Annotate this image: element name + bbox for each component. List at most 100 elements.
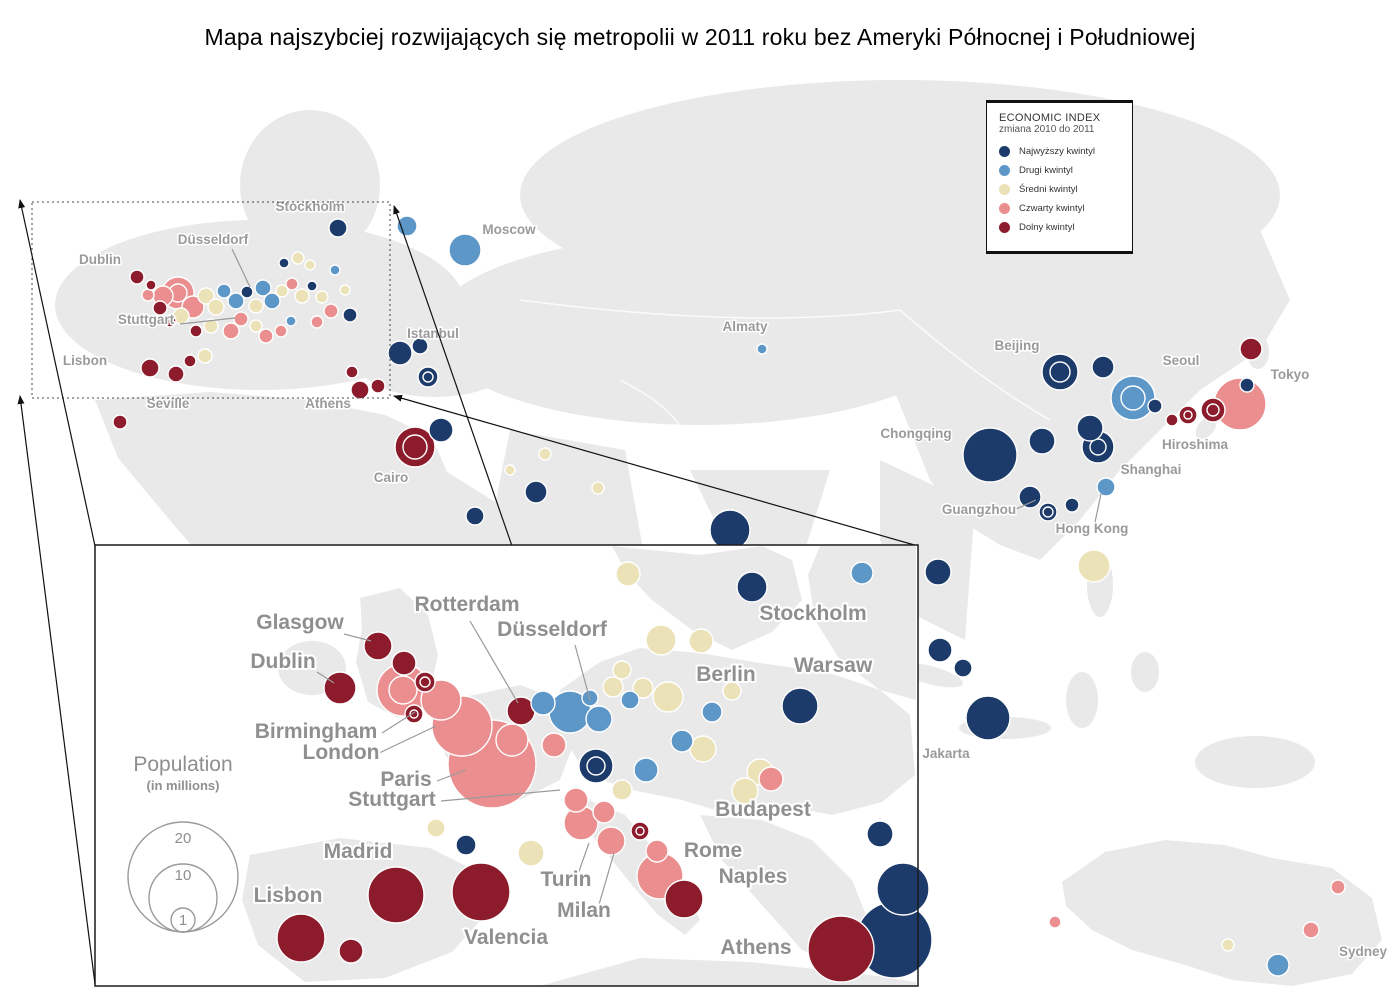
city-bubble xyxy=(391,650,417,676)
city-label: Düsseldorf xyxy=(497,618,608,641)
city-bubble xyxy=(387,340,413,366)
city-bubble xyxy=(189,324,203,338)
inset-bubbles xyxy=(276,561,933,983)
city-label: Almaty xyxy=(722,319,768,334)
city-bubble xyxy=(652,681,684,713)
city-label: Milan xyxy=(557,899,611,922)
city-bubble xyxy=(530,690,556,716)
city-bubble xyxy=(396,215,418,237)
label-leader-line xyxy=(381,711,416,734)
city-bubble xyxy=(275,284,289,298)
city-bubble xyxy=(323,671,357,705)
city-bubble xyxy=(370,378,386,394)
population-size-label: 1 xyxy=(179,912,187,929)
city-bubble xyxy=(1221,938,1235,952)
city-bubble xyxy=(1330,879,1346,895)
landmass-baltic-russia xyxy=(808,546,916,700)
city-label: Istanbul xyxy=(407,326,459,341)
legend-item-label: Dolny kwintyl xyxy=(1019,222,1075,233)
city-bubble xyxy=(167,365,185,383)
landmass-new-guinea xyxy=(1195,736,1315,788)
city-bubble xyxy=(233,311,249,327)
city-bubble xyxy=(339,284,351,296)
city-bubble xyxy=(736,571,768,603)
city-bubble xyxy=(285,277,299,291)
landmass-borneo xyxy=(1066,672,1098,728)
city-bubble-inner-ring xyxy=(635,826,645,836)
city-bubble xyxy=(591,481,605,495)
country-border xyxy=(619,379,692,471)
main-map-landmass xyxy=(55,80,1382,986)
city-bubble-inner-ring xyxy=(1183,410,1193,420)
label-leader-line xyxy=(436,769,467,782)
city-bubble xyxy=(338,938,364,964)
city-bubble-inner-ring xyxy=(409,709,419,719)
city-label: Jakarta xyxy=(922,746,970,761)
city-bubble xyxy=(342,307,358,323)
city-bubble xyxy=(310,315,324,329)
city-bubble xyxy=(254,279,272,297)
city-bubble xyxy=(612,660,632,680)
legend-item-label: Średni kwintyl xyxy=(1019,184,1078,195)
city-label: Warsaw xyxy=(794,654,873,677)
population-size-circle xyxy=(170,907,196,933)
city-bubble xyxy=(524,480,548,504)
legend-item: Dolny kwintyl xyxy=(999,222,1120,233)
city-bubble xyxy=(183,354,197,368)
city-bubble xyxy=(620,690,640,710)
city-bubble xyxy=(953,658,973,678)
population-size-label: 20 xyxy=(175,830,192,847)
city-bubble xyxy=(141,288,155,302)
city-bubble xyxy=(1018,485,1042,509)
city-bubble xyxy=(329,264,341,276)
city-label: Lisbon xyxy=(63,353,107,368)
city-bubble xyxy=(924,558,952,586)
landmass-sulawesi xyxy=(1131,652,1159,692)
city-bubble xyxy=(278,257,290,269)
city-bubble xyxy=(585,705,613,733)
label-leader-line xyxy=(440,789,561,802)
city-bubble xyxy=(758,766,784,792)
city-bubble xyxy=(285,315,297,327)
city-bubble-inner-ring xyxy=(419,676,431,688)
city-bubble xyxy=(240,285,254,299)
city-bubble xyxy=(216,283,232,299)
legend-subtitle: zmiana 2010 do 2011 xyxy=(999,124,1095,135)
city-bubble xyxy=(291,251,305,265)
city-bubble xyxy=(426,818,446,838)
city-label: Stuttgart xyxy=(348,788,436,811)
city-bubble xyxy=(1064,497,1080,513)
city-bubble xyxy=(615,561,641,587)
zoom-arrow-line xyxy=(17,395,96,985)
inset-box-border xyxy=(94,544,919,987)
zoom-source-rect xyxy=(31,201,391,399)
city-bubble xyxy=(363,631,393,661)
legend-item: Najwyższy kwintyl xyxy=(999,146,1120,157)
legend-color-dot xyxy=(999,203,1010,214)
city-bubble xyxy=(227,292,245,310)
city-bubble xyxy=(632,677,654,699)
city-bubble xyxy=(1266,953,1290,977)
city-bubble xyxy=(541,732,567,758)
city-label: Athens xyxy=(305,396,351,411)
landmass-north-africa-inset xyxy=(540,958,916,986)
city-bubble xyxy=(304,259,316,271)
city-bubble xyxy=(722,681,742,701)
city-bubble xyxy=(367,866,425,924)
city-bubble xyxy=(756,343,768,355)
landmass-indochina xyxy=(880,460,975,640)
legend-color-dot xyxy=(999,222,1010,233)
city-bubble xyxy=(207,298,225,316)
city-label: Seoul xyxy=(1163,353,1200,368)
city-bubble xyxy=(448,233,482,267)
city-bubble xyxy=(163,314,177,328)
legend-item: Średni kwintyl xyxy=(999,184,1120,195)
city-bubble xyxy=(129,269,145,285)
city-bubble xyxy=(709,509,751,551)
city-bubble xyxy=(263,292,281,310)
city-bubble xyxy=(1048,915,1062,929)
city-bubble xyxy=(145,279,157,291)
population-legend: Population (in millions) 20 10 1 xyxy=(127,753,239,933)
